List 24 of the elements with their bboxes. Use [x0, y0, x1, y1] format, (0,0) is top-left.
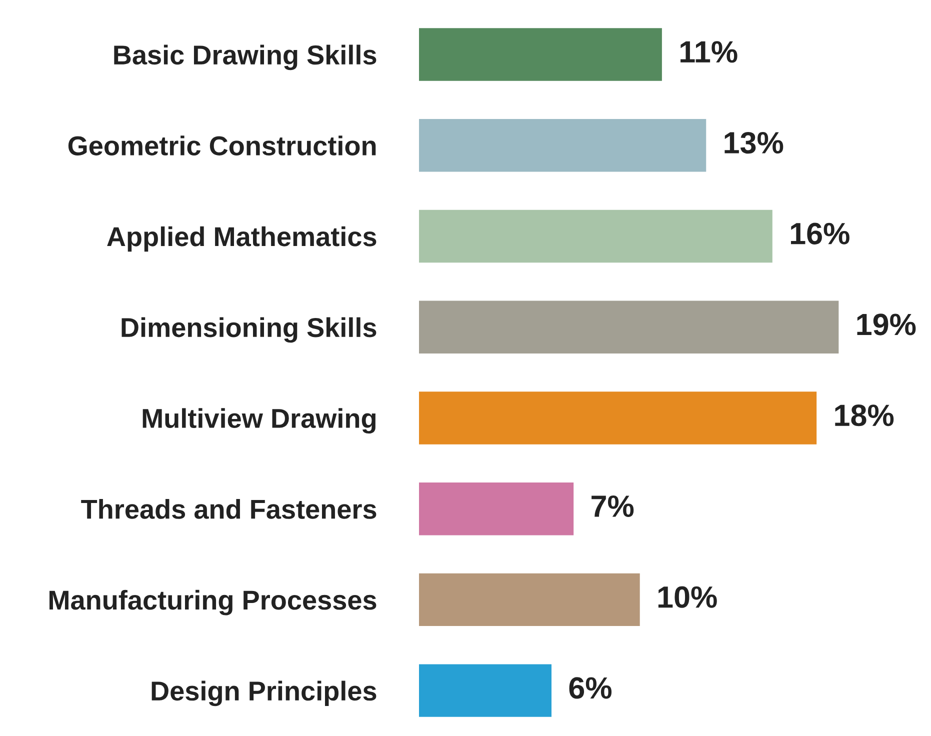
data-label: 18%	[835, 404, 894, 426]
y-tick-label: Dimensioning Skills	[122, 317, 376, 343]
data-label: 13%	[724, 132, 784, 154]
bar	[418, 210, 772, 263]
bar	[418, 28, 662, 81]
y-tick-label: Multiview Drawing	[142, 408, 376, 434]
data-label: 11%	[680, 41, 738, 63]
bar	[418, 573, 640, 626]
data-label: 19%	[857, 314, 916, 336]
y-tick-label: Geometric Construction	[68, 136, 376, 156]
data-label: 16%	[790, 222, 850, 244]
data-label: 6%	[569, 677, 612, 699]
y-tick-label: Threads and Fasteners	[81, 499, 376, 519]
y-tick-label: Design Principles	[152, 680, 376, 706]
bar	[418, 664, 552, 717]
y-tick-label: Applied Mathematics	[107, 226, 376, 252]
data-label: 7%	[592, 495, 634, 517]
bar	[418, 392, 817, 444]
bar	[418, 119, 706, 172]
data-label: 10%	[658, 586, 717, 608]
y-tick-label: Manufacturing Processes	[50, 590, 376, 616]
bar	[418, 300, 839, 354]
y-tick-label: Basic Drawing Skills	[114, 44, 376, 70]
bar	[418, 482, 574, 536]
